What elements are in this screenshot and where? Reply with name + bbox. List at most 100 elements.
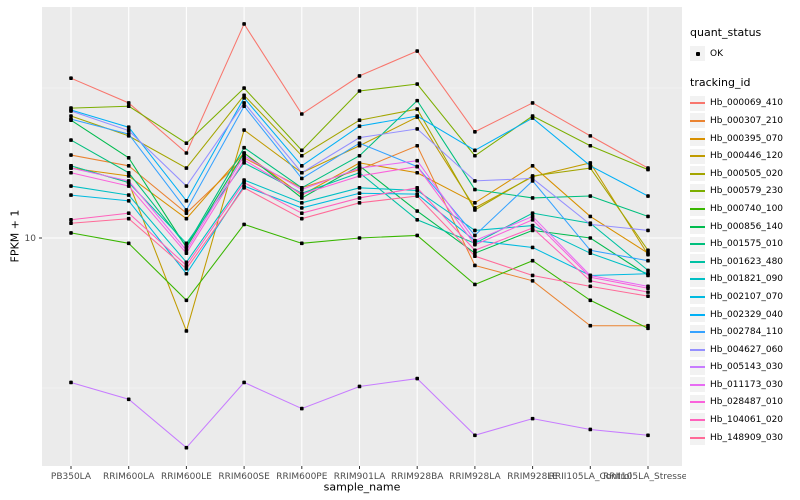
data-point	[184, 298, 189, 303]
data-point	[126, 397, 131, 402]
data-point	[530, 211, 535, 215]
legend-item-label: Hb_004627_060	[710, 344, 784, 355]
legend-item-Hb_002107_070: Hb_002107_070	[690, 288, 798, 306]
data-point	[415, 209, 419, 213]
data-point	[300, 406, 304, 411]
legend-item-Hb_011173_030: Hb_011173_030	[690, 376, 798, 394]
legend-key	[690, 183, 705, 199]
data-point	[415, 107, 419, 111]
data-point	[646, 167, 650, 172]
data-point	[415, 164, 419, 169]
data-point	[69, 166, 73, 170]
data-point	[126, 241, 131, 246]
legend-item-label: OK	[710, 48, 723, 59]
legend-key	[690, 394, 705, 410]
data-point	[588, 279, 593, 283]
x-tick-label: RRIM928BA	[391, 472, 444, 482]
data-point	[473, 242, 477, 247]
legend-item-label: Hb_000740_100	[710, 203, 784, 214]
legend-key	[690, 131, 705, 147]
data-point	[126, 199, 131, 203]
series-color-line-icon	[690, 225, 705, 228]
data-point	[473, 233, 477, 238]
data-point	[473, 263, 477, 268]
legend-item-Hb_000505_020: Hb_000505_020	[690, 165, 798, 183]
data-point	[646, 286, 650, 291]
data-point	[184, 141, 189, 146]
data-point	[69, 153, 73, 157]
data-point	[415, 82, 419, 86]
data-point	[300, 187, 304, 192]
data-point	[473, 208, 477, 212]
data-point	[473, 251, 477, 255]
data-point	[646, 228, 650, 233]
data-point	[126, 174, 131, 178]
data-point	[300, 216, 304, 221]
data-point	[184, 211, 189, 215]
data-point	[415, 98, 419, 103]
data-point	[646, 214, 650, 219]
data-point	[588, 251, 593, 255]
data-point	[357, 201, 362, 205]
data-point	[126, 211, 131, 215]
data-point	[242, 161, 246, 165]
data-point	[588, 248, 593, 253]
legend-item-Hb_001821_090: Hb_001821_090	[690, 271, 798, 289]
series-color-line-icon	[690, 278, 705, 281]
data-point	[300, 164, 304, 168]
data-point	[69, 138, 73, 142]
data-point	[415, 114, 419, 118]
data-point	[530, 226, 535, 230]
data-point	[357, 135, 362, 140]
data-point	[242, 180, 246, 185]
data-point	[126, 132, 131, 136]
x-tick-label: RRIM600LE	[161, 472, 212, 482]
data-point	[473, 201, 477, 205]
ok-point-icon	[695, 51, 700, 56]
legend-key	[690, 412, 705, 428]
data-point	[473, 254, 477, 258]
data-point	[69, 217, 73, 222]
legend-item-Hb_148909_030: Hb_148909_030	[690, 429, 798, 447]
legend-item-Hb_001575_010: Hb_001575_010	[690, 235, 798, 253]
legend-key	[690, 113, 705, 129]
series-color-line-icon	[690, 366, 705, 369]
data-point	[126, 125, 131, 130]
data-point	[184, 271, 189, 276]
data-point	[357, 196, 362, 200]
data-point	[473, 153, 477, 158]
legend-title-quant-status: quant_status	[690, 26, 762, 39]
data-point	[473, 248, 477, 253]
data-point	[357, 141, 362, 146]
legend-item-label: Hb_005143_030	[710, 362, 784, 373]
legend-item-Hb_000856_140: Hb_000856_140	[690, 218, 798, 236]
legend-key	[690, 377, 705, 393]
data-point	[530, 116, 535, 120]
series-color-line-icon	[690, 190, 705, 193]
legend-item-label: Hb_001821_090	[710, 274, 784, 285]
legend-item-label: Hb_002329_040	[710, 309, 784, 320]
data-point	[242, 153, 246, 158]
data-point	[473, 433, 477, 438]
series-color-line-icon	[690, 419, 705, 422]
data-point	[126, 128, 131, 133]
data-point	[357, 170, 362, 175]
data-point	[588, 214, 593, 219]
data-point	[69, 114, 73, 118]
series-color-line-icon	[690, 383, 705, 386]
data-point	[646, 326, 650, 331]
data-point	[242, 158, 246, 162]
data-point	[473, 187, 477, 192]
series-color-line-icon	[690, 295, 705, 298]
data-point	[242, 96, 246, 100]
data-point	[242, 104, 246, 109]
legend-item-Hb_004627_060: Hb_004627_060	[690, 341, 798, 359]
data-point	[530, 258, 535, 263]
data-point	[242, 151, 246, 155]
y-tick-label: 10	[25, 234, 37, 244]
data-point	[357, 166, 362, 170]
data-point	[473, 238, 477, 243]
data-point	[184, 251, 189, 255]
data-point	[300, 112, 304, 116]
x-tick-label: RRIM928LA	[449, 472, 501, 482]
